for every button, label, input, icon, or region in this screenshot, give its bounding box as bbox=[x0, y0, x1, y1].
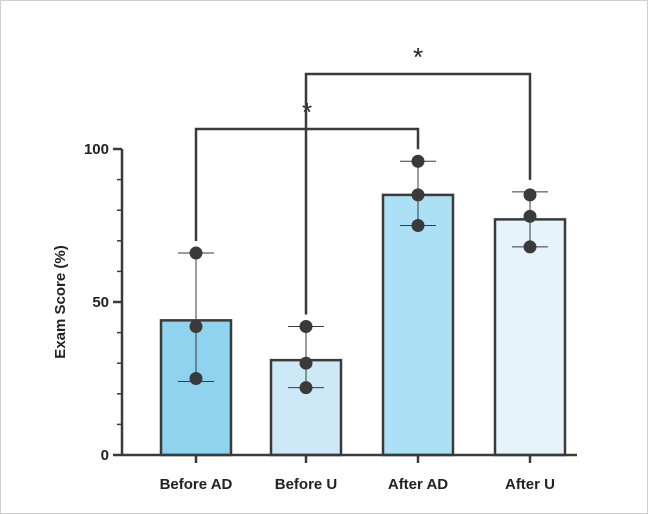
data-point bbox=[189, 319, 203, 333]
data-point bbox=[411, 154, 425, 168]
significance-label: * bbox=[413, 42, 423, 72]
bar-after-u bbox=[493, 218, 567, 457]
y-tick-label: 0 bbox=[101, 447, 109, 464]
y-axis-title: Exam Score (%) bbox=[52, 245, 69, 358]
x-tick-label: Before AD bbox=[160, 476, 233, 493]
data-point bbox=[523, 188, 537, 202]
bar-after-ad bbox=[381, 193, 455, 457]
x-tick-label: After AD bbox=[388, 476, 448, 493]
x-tick-label: After U bbox=[505, 476, 555, 493]
data-point bbox=[299, 356, 313, 370]
x-tick-label: Before U bbox=[275, 476, 338, 493]
data-point bbox=[189, 372, 203, 385]
data-point bbox=[523, 240, 537, 254]
data-point bbox=[299, 319, 313, 333]
data-point bbox=[411, 219, 425, 232]
significance-bracket bbox=[304, 72, 532, 315]
y-tick-label: 50 bbox=[92, 294, 109, 311]
data-point bbox=[411, 188, 425, 202]
y-tick-label: 100 bbox=[84, 141, 109, 158]
data-point bbox=[299, 381, 313, 395]
data-point bbox=[523, 209, 537, 223]
data-point bbox=[189, 246, 203, 260]
